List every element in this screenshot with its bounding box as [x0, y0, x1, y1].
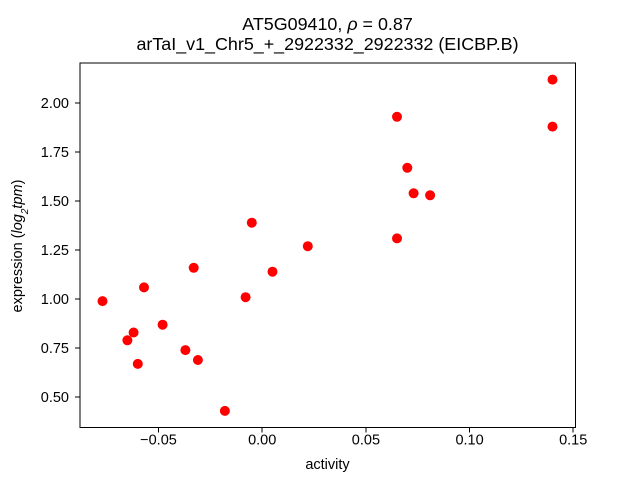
svg-text:1.50: 1.50 [41, 194, 69, 210]
svg-text:0.05: 0.05 [352, 433, 380, 449]
svg-text:2.00: 2.00 [41, 96, 69, 112]
svg-text:expression (log2tpm): expression (log2tpm) [10, 180, 31, 313]
svg-text:1.00: 1.00 [41, 292, 69, 308]
svg-text:0.10: 0.10 [455, 433, 483, 449]
svg-text:arTaI_v1_Chr5_+_2922332_292233: arTaI_v1_Chr5_+_2922332_2922332 (EICBP.B… [136, 34, 518, 55]
svg-text:−0.05: −0.05 [140, 433, 177, 449]
svg-text:activity: activity [305, 457, 350, 473]
svg-text:1.75: 1.75 [41, 145, 69, 161]
svg-text:0.15: 0.15 [559, 433, 587, 449]
svg-text:AT5G09410, ρ = 0.87: AT5G09410, ρ = 0.87 [242, 14, 413, 34]
svg-text:0.75: 0.75 [41, 341, 69, 357]
svg-text:0.50: 0.50 [41, 390, 69, 406]
svg-text:0.00: 0.00 [248, 433, 276, 449]
svg-text:1.25: 1.25 [41, 243, 69, 259]
